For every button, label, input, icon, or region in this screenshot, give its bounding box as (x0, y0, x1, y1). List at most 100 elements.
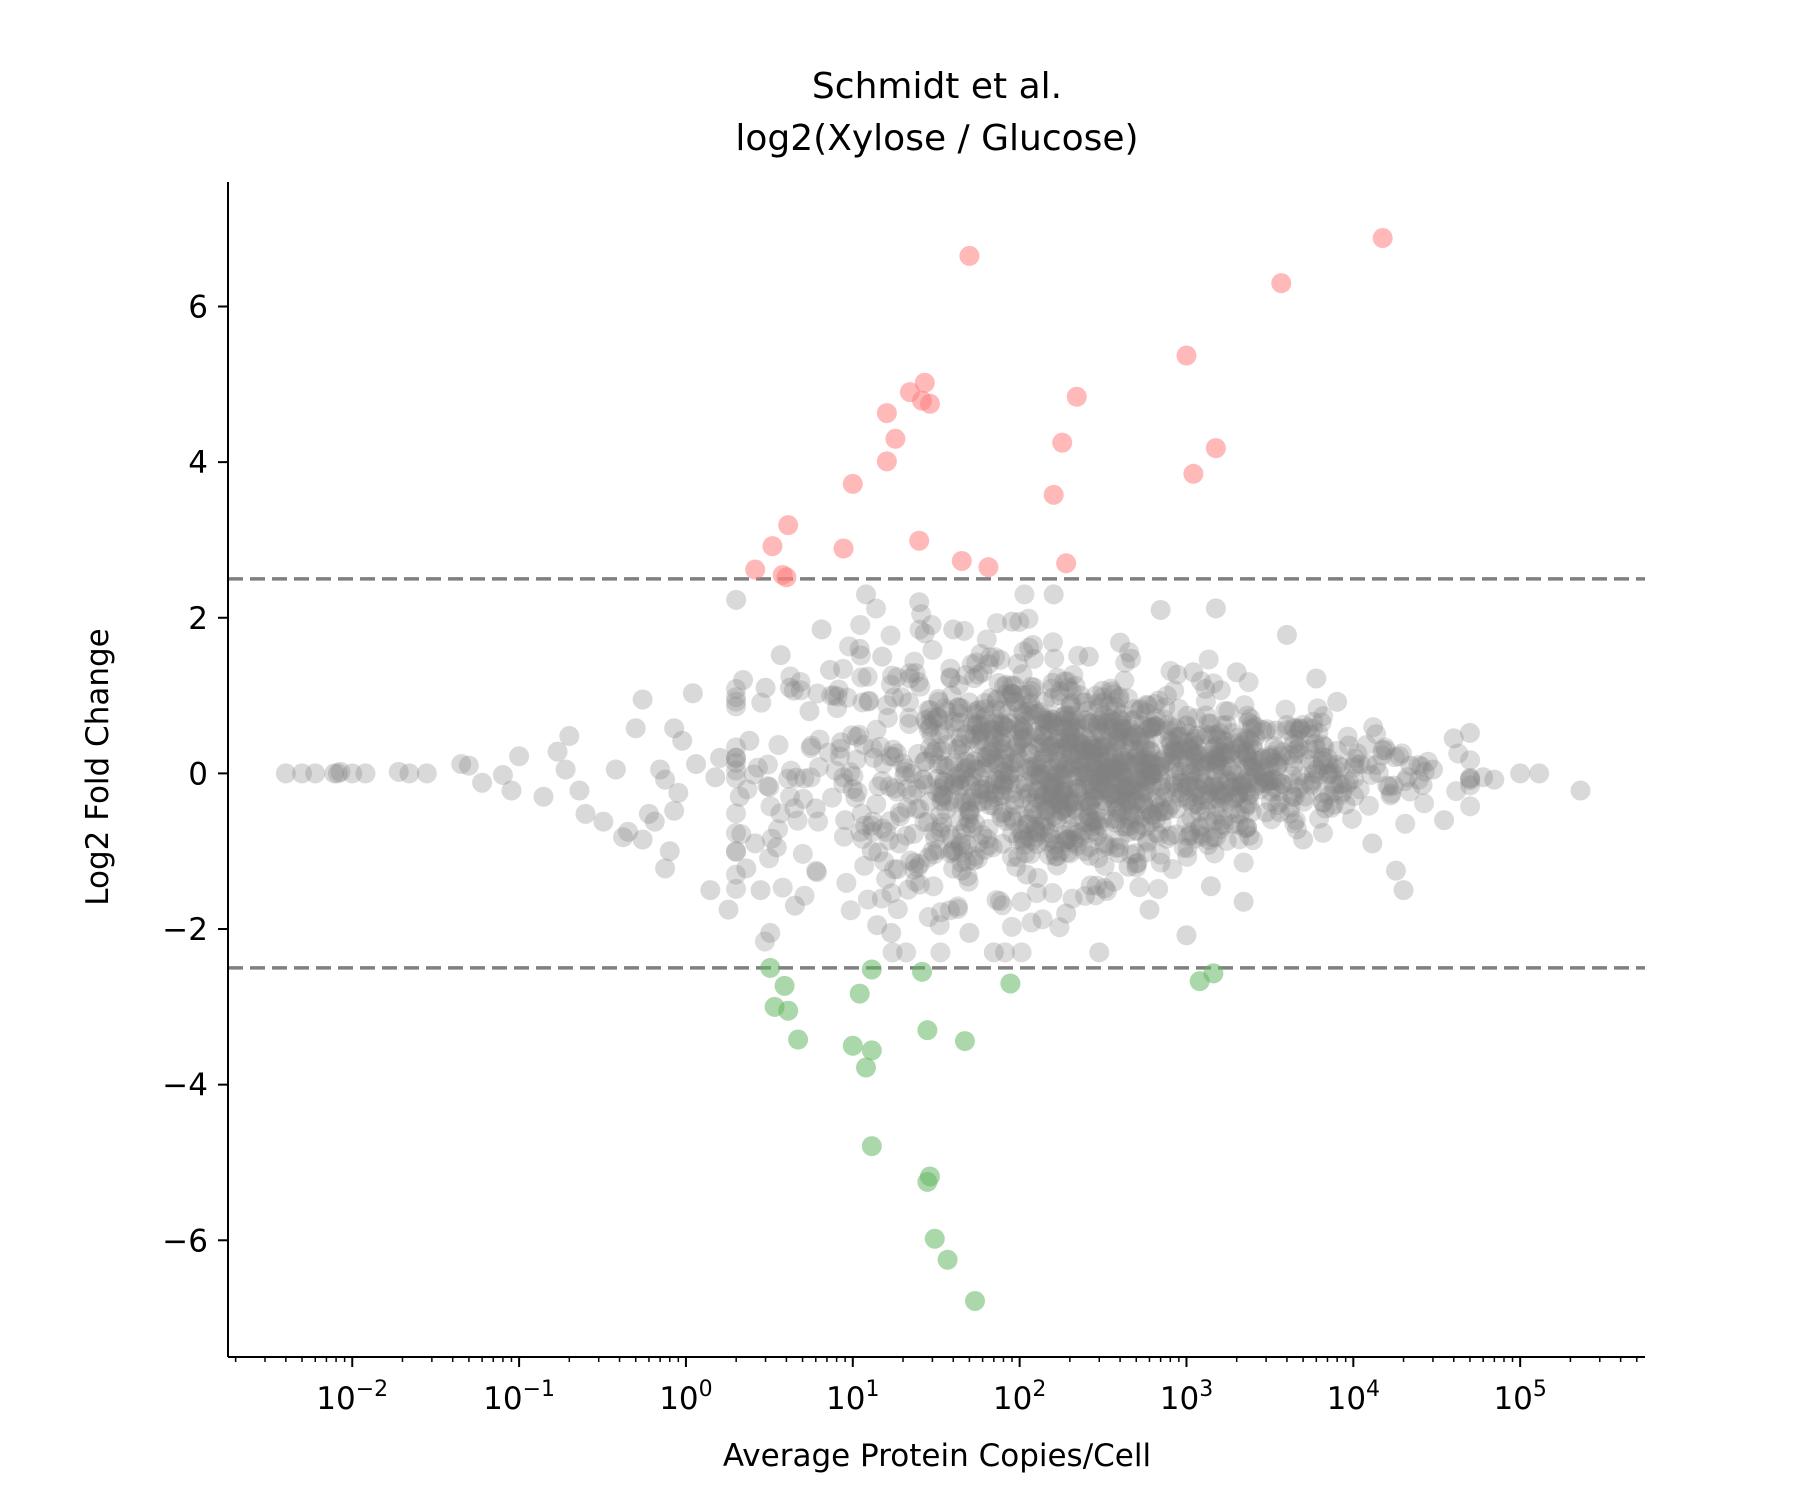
point-other (964, 724, 985, 745)
point-other (1199, 830, 1220, 851)
point-other (1108, 709, 1129, 730)
point-other (1313, 792, 1334, 813)
point-other (1210, 680, 1231, 701)
point-other (1377, 775, 1398, 796)
point-other (889, 802, 910, 823)
point-other (861, 815, 882, 836)
point-other (1087, 738, 1108, 759)
point-other (1033, 786, 1054, 807)
point-other (1325, 759, 1346, 780)
point-other (1132, 807, 1153, 828)
point-other (754, 931, 775, 952)
point-other (1122, 787, 1143, 808)
point-other (1214, 782, 1235, 803)
point-other (966, 701, 987, 722)
point-other (883, 746, 904, 767)
point-other (1096, 881, 1117, 902)
point-other (1293, 714, 1314, 735)
point-other (955, 665, 976, 686)
point-other (1155, 782, 1176, 803)
point-other (1319, 785, 1340, 806)
point-other (976, 828, 997, 849)
point-other (1027, 867, 1048, 888)
point-down (861, 959, 882, 980)
point-other (956, 757, 977, 778)
point-other (275, 763, 296, 784)
point-other (1150, 852, 1171, 873)
point-other (819, 659, 840, 680)
point-other (872, 646, 893, 667)
point-other (1057, 671, 1078, 692)
point-other (883, 739, 904, 760)
point-other (1145, 793, 1166, 814)
point-other (1150, 599, 1171, 620)
point-other (1060, 725, 1081, 746)
point-other (1148, 878, 1169, 899)
point-down (861, 1136, 882, 1157)
point-other (1183, 662, 1204, 683)
point-other (966, 715, 987, 736)
point-other (1009, 611, 1030, 632)
point-other (1063, 742, 1084, 763)
point-other (1180, 740, 1201, 761)
point-other (868, 842, 889, 863)
point-other (857, 666, 878, 687)
point-other (1089, 742, 1110, 763)
point-other (1126, 775, 1147, 796)
point-other (1101, 681, 1122, 702)
point-other (1150, 844, 1171, 865)
point-other (1037, 743, 1058, 764)
point-other (1002, 684, 1023, 705)
point-other (1286, 819, 1307, 840)
point-other (1229, 804, 1250, 825)
point-other (1163, 745, 1184, 766)
point-other (1204, 810, 1225, 831)
point-other (1086, 875, 1107, 896)
x-tick-label: 105 (1493, 1377, 1546, 1417)
point-other (841, 725, 862, 746)
point-other (1230, 775, 1251, 796)
point-other (725, 752, 746, 773)
point-other (1029, 766, 1050, 787)
point-other (1213, 786, 1234, 807)
point-other (1305, 733, 1326, 754)
point-other (1105, 736, 1126, 757)
point-other (1178, 790, 1199, 811)
point-other (1210, 814, 1231, 835)
point-other (1053, 749, 1074, 770)
point-other (1275, 699, 1296, 720)
point-other (1228, 784, 1249, 805)
x-tick-label: 10−2 (316, 1377, 388, 1417)
point-other (1113, 750, 1134, 771)
point-other (1032, 725, 1053, 746)
point-other (1121, 844, 1142, 865)
point-other (613, 827, 634, 848)
point-other (971, 747, 992, 768)
point-other (1288, 737, 1309, 758)
point-other (1286, 739, 1307, 760)
point-up (1372, 228, 1393, 249)
point-other (918, 811, 939, 832)
point-other (1061, 819, 1082, 840)
point-other (930, 942, 951, 963)
point-other (1041, 786, 1062, 807)
point-other (1399, 781, 1420, 802)
point-other (1092, 765, 1113, 786)
point-other (736, 858, 757, 879)
point-other (655, 769, 676, 790)
point-other (1344, 768, 1365, 789)
point-other (1113, 767, 1134, 788)
point-other (1160, 660, 1181, 681)
point-other (1095, 763, 1116, 784)
point-other (987, 740, 1008, 761)
point-other (1207, 754, 1228, 775)
point-other (1119, 642, 1140, 663)
point-other (1063, 807, 1084, 828)
point-other (1033, 765, 1054, 786)
point-other (1245, 726, 1266, 747)
point-other (852, 692, 873, 713)
point-other (833, 658, 854, 679)
point-other (1146, 716, 1167, 737)
point-other (1227, 773, 1248, 794)
point-up (762, 536, 783, 557)
